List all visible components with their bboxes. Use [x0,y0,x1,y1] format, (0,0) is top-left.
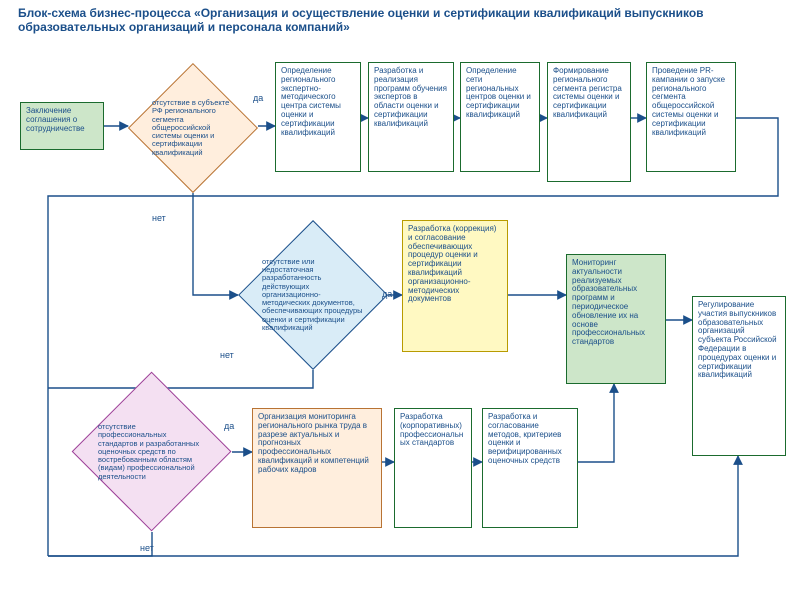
branch-label-4: да [224,422,234,431]
b_top1: Определение регионального экспертно-мето… [275,62,361,172]
b_korp: Разработка (корпоративных) профессиональ… [394,408,472,528]
b_org: Организация мониторинга регионального ры… [252,408,382,528]
b_yellow: Разработка (коррекция) и согласование об… [402,220,508,352]
b_monitor: Мониторинг актуальности реализуемых обра… [566,254,666,384]
b_top4: Формирование регионального сегмента реги… [547,62,631,182]
d3-label: отсутствие профессиональных стандартов и… [72,372,232,532]
branch-label-3: нет [220,351,234,360]
d1-label: отсутствие в субъекте РФ регионального с… [128,63,258,193]
branch-label-2: да [382,290,392,299]
b_top3: Определение сети региональных центров оц… [460,62,540,172]
branch-label-5: нет [140,544,154,553]
d2: отсутствие или недостаточная разработанн… [238,220,388,370]
b_method: Разработка и согласование методов, крите… [482,408,578,528]
branch-label-1: нет [152,214,166,223]
b_reg: Регулирование участия выпускников образо… [692,296,786,456]
d2-label: отсутствие или недостаточная разработанн… [238,220,388,370]
d1: отсутствие в субъекте РФ регионального с… [128,63,258,193]
d3: отсутствие профессиональных стандартов и… [72,372,232,532]
diagram-title: Блок-схема бизнес-процесса «Организация … [18,6,778,35]
branch-label-0: да [253,94,263,103]
b_top5: Проведение PR-кампании о запуске региона… [646,62,736,172]
b_top2: Разработка и реализация программ обучени… [368,62,454,172]
b_start: Заключение соглашения о сотрудничестве [20,102,104,150]
